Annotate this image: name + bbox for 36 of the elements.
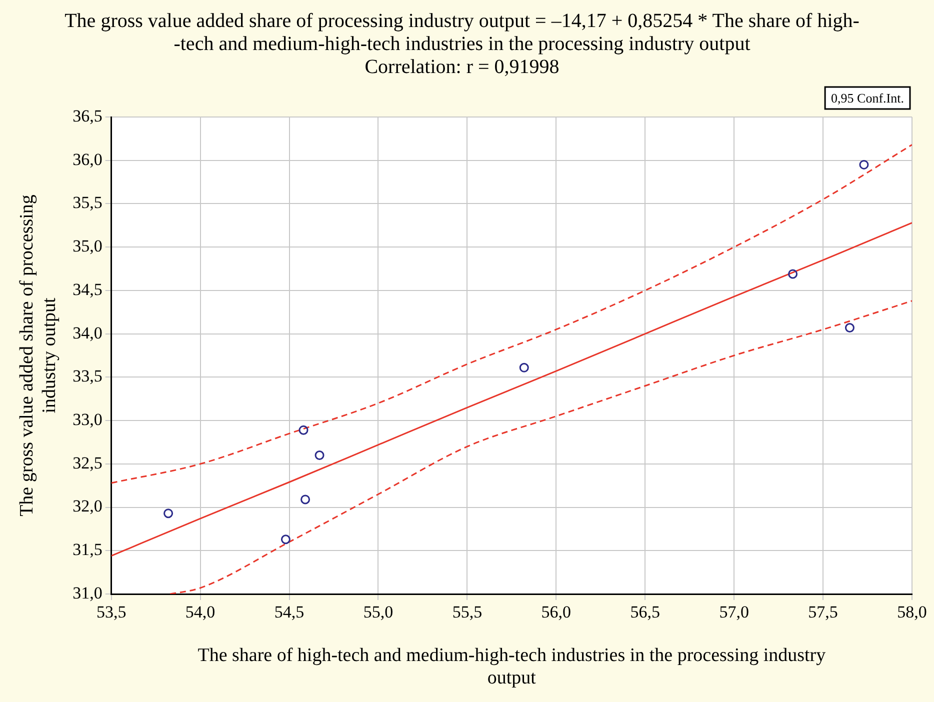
point [788, 269, 798, 279]
y-axis-title: The gross value added share of processing industry output [16, 194, 60, 516]
y-tick-label: 33,5 [72, 366, 102, 386]
x-tick-label: 54,0 [185, 602, 216, 622]
y-tick-label: 31,0 [72, 583, 102, 602]
point [300, 494, 310, 504]
x-tick-label: 58,0 [897, 602, 927, 622]
x-tick-label: 55,5 [452, 602, 482, 622]
point [859, 160, 869, 170]
point [519, 362, 529, 372]
point [844, 323, 854, 332]
line-series [169, 300, 912, 594]
x-tick-label: 53,5 [96, 602, 126, 622]
y-tick-label: 33,0 [72, 410, 102, 430]
y-tick-label: 36,5 [72, 106, 102, 126]
x-tick-label: 57,5 [808, 602, 838, 622]
y-tick-label: 32,5 [72, 453, 102, 472]
chart-title: The gross value added share of processing industry output = –14,17 + 0,85254 * The share of high- -tech and medium-high-tech industries in the processing industry output Correlation: r = 0,91998 [64, 10, 860, 78]
x-tick-label: 56,0 [541, 602, 572, 622]
y-tick-label: 35,0 [72, 236, 102, 256]
text: 0,95 Conf.Int. [831, 90, 904, 106]
y-tick-label: 31,5 [72, 540, 102, 560]
y-tick-label: 32,0 [72, 496, 102, 516]
y-tick-label: 36,0 [72, 150, 102, 169]
point [280, 534, 290, 544]
x-tick-label: 55,0 [363, 602, 394, 622]
point [314, 450, 324, 460]
y-tick-label: 34,5 [72, 280, 102, 299]
x-tick-label: 54,5 [274, 602, 304, 622]
x-axis-title: The share of high-tech and medium-high-tech industries in the processing industry output [198, 644, 826, 689]
x-tick-label: 57,0 [719, 602, 749, 622]
y-tick-label: 35,5 [72, 193, 102, 212]
point [298, 425, 308, 435]
y-tick-label: 34,0 [72, 323, 102, 342]
x-tick-label: 56,5 [630, 602, 660, 622]
point [164, 508, 174, 518]
